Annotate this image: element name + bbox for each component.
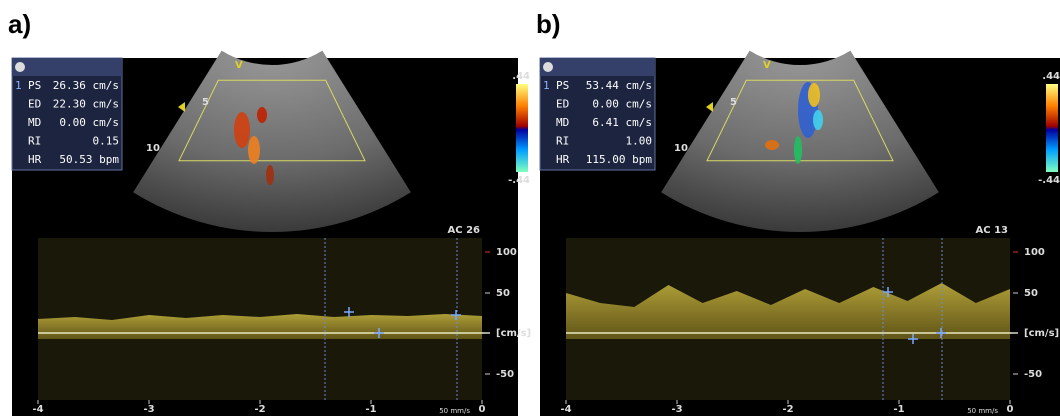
color-scale — [1046, 84, 1058, 172]
x-label: -1 — [893, 404, 904, 415]
sweep-speed: 50 mm/s — [967, 407, 998, 415]
y-label: [cm/s] — [1024, 328, 1059, 339]
x-label: -3 — [143, 404, 154, 415]
color-scale — [516, 84, 528, 172]
measurement-value: 53.44 cm/s — [586, 79, 652, 92]
scale-bottom: -.44 — [1038, 175, 1060, 186]
measurement-name: MD — [556, 116, 569, 129]
flow-signal — [248, 136, 260, 164]
flow-signal — [257, 107, 267, 123]
flow-signal — [813, 110, 823, 130]
depth-label: V — [235, 60, 243, 71]
measurement-name: MD — [28, 116, 41, 129]
depth-label: 5 — [730, 97, 737, 108]
y-label: -50 — [1024, 369, 1042, 380]
caliper — [936, 328, 946, 338]
flow-signal — [794, 136, 802, 164]
measurement-value: 0.00 cm/s — [59, 116, 119, 129]
color-box — [706, 79, 894, 162]
sweep-speed: 50 mm/s — [439, 407, 470, 415]
depth-marker — [178, 102, 185, 112]
flow-signal — [266, 165, 274, 185]
box-icon — [15, 62, 25, 72]
measurement-value: 50.53 bpm — [59, 153, 119, 166]
depth-marker — [706, 102, 713, 112]
measurement-box — [539, 57, 656, 171]
caliper — [374, 328, 384, 338]
y-label: 50 — [496, 288, 510, 299]
flow-signal — [808, 83, 820, 107]
x-label: -2 — [782, 404, 793, 415]
panel-label: b) — [536, 9, 561, 39]
measurement-name: ED — [28, 98, 41, 111]
y-label: 50 — [1024, 288, 1038, 299]
measurement-name: PS — [28, 79, 41, 92]
x-label: -1 — [365, 404, 376, 415]
mode-label: AC 13 — [976, 225, 1009, 236]
measurement-value: 0.15 — [93, 135, 120, 148]
measurement-value: 22.30 cm/s — [53, 98, 119, 111]
measurement-name: HR — [28, 153, 42, 166]
flow-signal — [765, 140, 779, 150]
x-label: 0 — [479, 404, 486, 415]
depth-label: 10 — [674, 143, 688, 154]
b-mode-sector — [133, 50, 411, 232]
measurement-name: RI — [556, 135, 569, 148]
color-box — [178, 79, 366, 162]
row-marker: 1 — [15, 79, 22, 92]
y-label: [cm/s] — [496, 328, 531, 339]
measurement-name: HR — [556, 153, 570, 166]
caliper — [883, 287, 893, 297]
box-icon — [543, 62, 553, 72]
doppler-spectrum — [566, 283, 1010, 339]
mode-label: AC 26 — [448, 225, 481, 236]
scale-top: .44 — [512, 71, 530, 82]
measurement-value: 26.36 cm/s — [53, 79, 119, 92]
scale-top: .44 — [1042, 71, 1060, 82]
x-label: -2 — [254, 404, 265, 415]
measurement-value: 0.00 cm/s — [592, 98, 652, 111]
x-label: -3 — [671, 404, 682, 415]
measurement-box — [11, 57, 123, 171]
x-label: -4 — [560, 404, 571, 415]
y-label: 100 — [496, 247, 517, 258]
y-label: 100 — [1024, 247, 1045, 258]
row-marker: 1 — [543, 79, 550, 92]
box-header — [12, 58, 122, 76]
x-label: -4 — [32, 404, 43, 415]
box-header — [540, 58, 655, 76]
panel-label: a) — [8, 9, 31, 39]
depth-label: 5 — [202, 97, 209, 108]
measurement-name: RI — [28, 135, 41, 148]
measurement-value: 1.00 — [626, 135, 653, 148]
x-label: 0 — [1007, 404, 1014, 415]
flow-signal — [234, 112, 250, 148]
caliper — [908, 334, 918, 344]
measurement-name: ED — [556, 98, 569, 111]
caliper — [451, 310, 461, 320]
depth-label: 10 — [146, 143, 160, 154]
measurement-value: 6.41 cm/s — [592, 116, 652, 129]
scale-bottom: -.44 — [508, 175, 530, 186]
caliper — [344, 307, 354, 317]
measurement-value: 115.00 bpm — [586, 153, 653, 166]
y-label: -50 — [496, 369, 514, 380]
measurement-name: PS — [556, 79, 569, 92]
depth-label: V — [763, 60, 771, 71]
